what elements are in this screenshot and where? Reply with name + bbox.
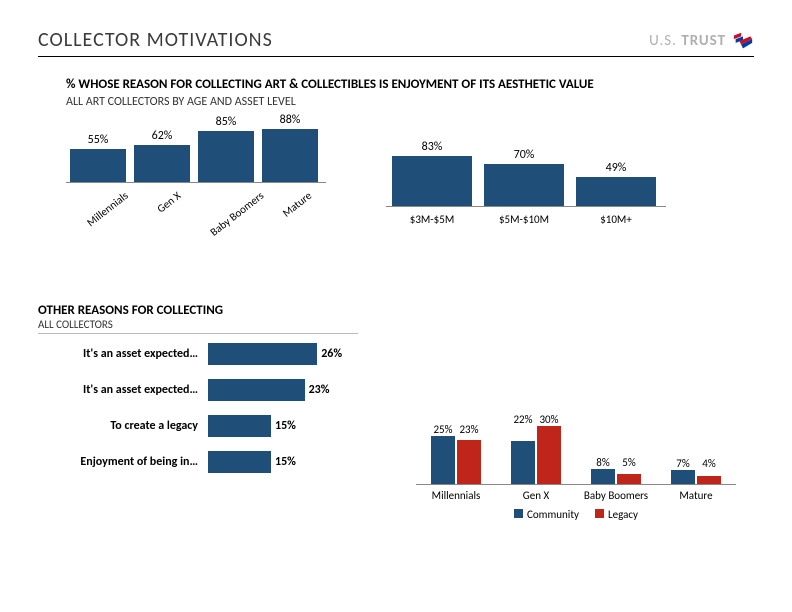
grp-value-community: 7% [671,457,695,470]
grp-cell-1: 22%30% [496,413,576,484]
grp-bar-community [511,441,535,484]
grp-bar-legacy [697,476,721,484]
grp-value-community: 8% [591,456,615,469]
category-label: Mature [280,189,333,244]
grp-cell-2: 8%5% [576,456,656,484]
hbar-row-1: It's an asset expected… 23% [38,376,754,404]
chart2-title: OTHER REASONS FOR COLLECTING [38,303,754,318]
logo: U.S. TRUST [649,30,754,52]
bar-age-2: 85% [194,115,258,182]
category-label: $10M+ [600,213,632,233]
chart-aesthetic-value: % WHOSE REASON FOR COLLECTING ART & COLL… [66,77,754,233]
hbar-row-0: It's an asset expected… 26% [38,340,754,368]
hbar-label: Enjoyment of being in… [38,455,208,469]
grp-value-legacy: 5% [617,456,641,469]
hbar [208,451,271,473]
chart1-age-categories: MillennialsGen XBaby BoomersMature [66,189,326,233]
bar [134,145,190,182]
bar-age-0: 55% [66,133,130,182]
grp-category-label: Baby Boomers [576,489,656,502]
grp-cell-0: 25%23% [416,423,496,484]
chart1-age-axis [66,182,326,183]
chart-community-legacy: 25%23%22%30%8%5%7%4% MillennialsGen XBab… [416,413,736,521]
bar-asset-0: 83% [386,140,478,206]
hbar [208,343,317,365]
bar [70,149,126,182]
bar-asset-2: 49% [570,161,662,206]
chart3-legend: Community Legacy [416,508,736,521]
chart1-asset-bars: 83% 70% 49% [386,140,666,206]
grp-bar-community [671,470,695,484]
hbar [208,415,271,437]
grp-value-legacy: 4% [697,457,721,470]
hbar-value: 23% [309,383,330,397]
bar-value-label: 88% [280,113,301,127]
logo-text: U.S. TRUST [649,32,726,50]
bar [576,177,656,206]
grp-bar-community [591,469,615,484]
bar-value-label: 70% [514,148,535,162]
bar-asset-1: 70% [478,148,570,206]
chart1-subtitle: ALL ART COLLECTORS BY AGE AND ASSET LEVE… [66,95,754,109]
hbar-value: 15% [275,419,296,433]
grp-bar-legacy [457,440,481,484]
header: COLLECTOR MOTIVATIONS U.S. TRUST [38,28,754,57]
category-label: $5M-$10M [499,213,549,233]
bar [484,164,564,206]
hbar-label: It's an asset expected… [38,347,208,361]
grp-bar-community [431,436,455,484]
bar-value-label: 83% [422,140,443,154]
bar [392,156,472,206]
grp-value-community: 22% [511,413,535,426]
grp-value-legacy: 23% [457,423,481,436]
hbar [208,379,305,401]
category-label: $3M-$5M [410,213,454,233]
page-title: COLLECTOR MOTIVATIONS [38,28,273,52]
grp-value-legacy: 30% [537,413,561,426]
grp-category-label: Gen X [496,489,576,502]
grp-category-label: Millennials [416,489,496,502]
bar [262,129,318,182]
legend-legacy: Legacy [595,508,638,521]
chart1-asset-categories: $3M-$5M $5M-$10M $10M+ [386,213,666,233]
bar-value-label: 49% [606,161,627,175]
grp-bar-legacy [537,426,561,484]
chart2-subtitle: ALL COLLECTORS [38,318,358,334]
chart3-bars: 25%23%22%30%8%5%7%4% [416,413,736,484]
bar-age-1: 62% [130,129,194,182]
chart3-categories: MillennialsGen XBaby BoomersMature [416,485,736,502]
chart1-title: % WHOSE REASON FOR COLLECTING ART & COLL… [66,77,754,93]
grp-category-label: Mature [656,489,736,502]
chart1-age-bars: 55% 62% 85% 88% [66,113,326,182]
legend-community: Community [514,508,579,521]
hbar-value: 26% [321,347,342,361]
hbar-label: It's an asset expected… [38,383,208,397]
bank-flag-icon [732,30,754,52]
chart1-asset-axis [386,206,666,207]
hbar-label: To create a legacy [38,419,208,433]
grp-value-community: 25% [431,423,455,436]
hbar-value: 15% [275,455,296,469]
bar-value-label: 55% [88,133,109,147]
grp-bar-legacy [617,474,641,484]
grp-cell-3: 7%4% [656,457,736,484]
bar-value-label: 62% [152,129,173,143]
bar-value-label: 85% [216,115,237,129]
bar [198,131,254,182]
bar-age-3: 88% [258,113,322,182]
